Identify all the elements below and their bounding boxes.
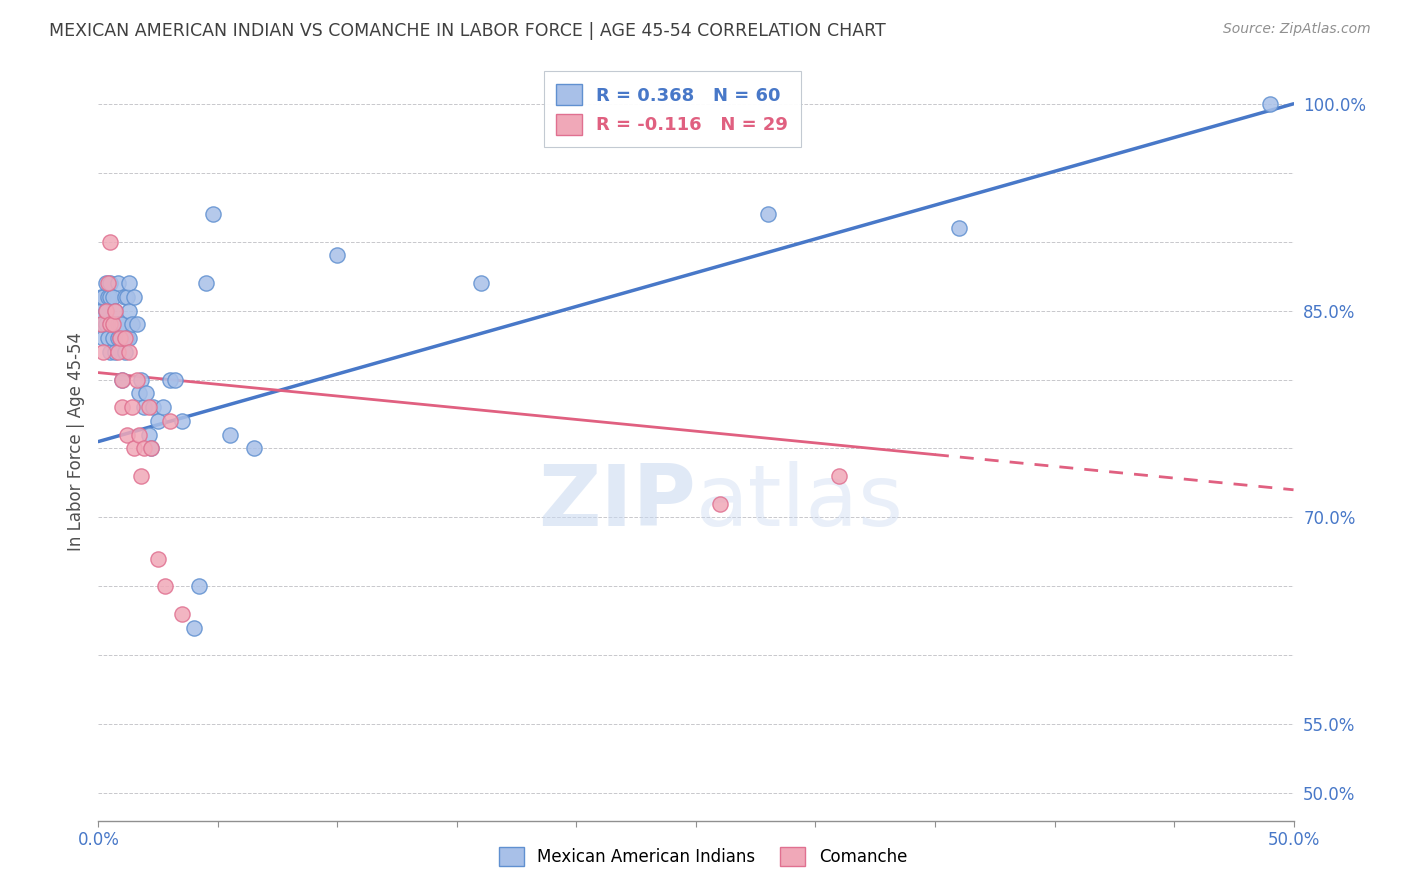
Point [94,318,117,332]
Point [91,345,114,359]
Point [104,303,127,318]
Point [98,318,122,332]
Point [828,469,851,483]
Point [159,372,181,386]
Point [107,345,129,359]
Point [138,427,160,442]
Point [104,345,127,359]
Point [90,290,112,304]
Point [187,579,209,593]
Text: atlas: atlas [696,460,904,544]
Point [94,276,117,290]
Point [131,372,153,386]
Point [131,469,153,483]
Point [98,235,122,249]
Point [183,621,205,635]
Text: Source: ZipAtlas.com: Source: ZipAtlas.com [1223,22,1371,37]
Point [202,207,225,221]
Point [91,331,114,345]
Point [107,331,129,345]
Point [107,276,129,290]
Point [125,318,148,332]
Point [326,248,349,262]
Point [124,442,146,456]
Point [107,318,129,332]
Point [115,427,138,442]
Point [111,372,134,386]
Point [138,400,160,414]
Point [98,290,122,304]
Point [94,303,117,318]
Point [118,345,141,359]
Point [90,318,112,332]
Point [98,276,122,290]
Point [104,303,127,318]
Point [152,400,174,414]
Point [132,442,155,456]
Point [709,497,731,511]
Point [115,290,138,304]
Point [108,331,131,345]
Point [101,318,124,332]
Point [114,331,136,345]
Text: MEXICAN AMERICAN INDIAN VS COMANCHE IN LABOR FORCE | AGE 45-54 CORRELATION CHART: MEXICAN AMERICAN INDIAN VS COMANCHE IN L… [49,22,886,40]
Point [125,372,148,386]
Point [98,318,122,332]
Point [124,290,146,304]
Point [97,331,120,345]
Point [97,290,120,304]
Point [163,372,186,386]
Point [172,414,194,428]
Point [90,318,112,332]
Point [111,372,134,386]
Point [155,579,177,593]
Point [219,427,242,442]
Point [1258,96,1281,111]
Point [118,331,141,345]
Point [101,318,124,332]
Point [128,386,150,401]
Point [91,318,114,332]
Point [159,414,181,428]
Point [108,318,131,332]
Point [948,220,970,235]
Point [114,290,136,304]
Point [94,303,117,318]
Point [90,303,112,318]
Text: ZIP: ZIP [538,460,696,544]
Point [98,345,122,359]
Y-axis label: In Labor Force | Age 45-54: In Labor Force | Age 45-54 [66,332,84,551]
Point [121,400,143,414]
Point [142,400,165,414]
Point [101,331,124,345]
Point [97,276,120,290]
Point [195,276,218,290]
Point [114,345,136,359]
Point [135,386,157,401]
Point [172,607,194,621]
Point [139,442,162,456]
Legend: R = 0.368   N = 60, R = -0.116   N = 29: R = 0.368 N = 60, R = -0.116 N = 29 [544,71,800,147]
Point [148,551,170,566]
Point [470,276,492,290]
Point [118,276,141,290]
Point [148,414,170,428]
Point [111,318,134,332]
Legend: Mexican American Indians, Comanche: Mexican American Indians, Comanche [491,838,915,875]
Point [128,427,150,442]
Point [111,400,134,414]
Point [132,400,155,414]
Point [756,207,779,221]
Point [121,318,143,332]
Point [118,303,141,318]
Point [101,290,124,304]
Point [139,442,162,456]
Point [243,442,266,456]
Point [115,331,138,345]
Point [108,331,131,345]
Point [91,290,114,304]
